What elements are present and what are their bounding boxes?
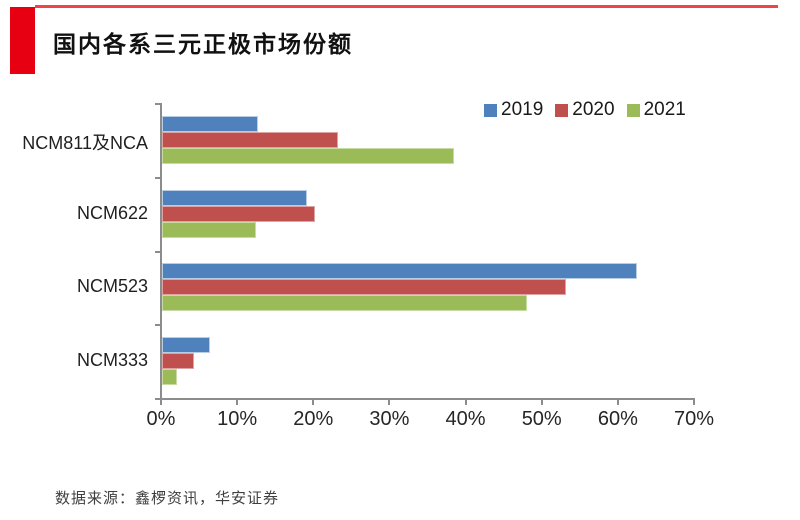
x-axis-tick xyxy=(388,400,391,405)
legend-label: 2020 xyxy=(572,99,615,120)
legend-label: 2019 xyxy=(501,99,544,120)
legend-swatch-2020 xyxy=(555,103,569,117)
y-axis-tick xyxy=(155,324,160,327)
plot-area xyxy=(160,103,695,400)
y-axis-tick xyxy=(155,398,160,400)
legend-swatch-2019 xyxy=(484,103,497,117)
y-axis-tick xyxy=(155,176,160,179)
bar-2021-NCM811及NCA xyxy=(162,147,455,164)
category-label: NCM523 xyxy=(76,276,148,297)
x-axis-tick-label: 0% xyxy=(146,408,176,430)
bar-2020-NCM523 xyxy=(162,279,566,296)
bar-2020-NCM622 xyxy=(162,205,316,222)
top-rule-line xyxy=(35,5,778,8)
legend-label: 2021 xyxy=(643,99,686,120)
bar-2021-NCM333 xyxy=(162,369,178,386)
bar-2021-NCM622 xyxy=(162,221,257,238)
bar-2019-NCM523 xyxy=(162,263,638,280)
chart-legend: 2019 2020 2021 xyxy=(484,99,686,121)
x-axis-tick-label: 10% xyxy=(217,408,258,430)
red-accent-block xyxy=(10,7,35,74)
bar-2021-NCM523 xyxy=(162,295,527,312)
x-axis-tick xyxy=(540,400,543,405)
category-label: NCM622 xyxy=(76,202,148,223)
x-axis-tick xyxy=(236,400,239,405)
x-axis-tick-label: 60% xyxy=(597,408,638,430)
x-axis-tick xyxy=(160,400,162,405)
x-axis-tick xyxy=(616,400,619,405)
data-source: 数据来源：鑫椤资讯，华安证券 xyxy=(55,491,280,507)
y-axis-tick xyxy=(155,250,160,253)
bar-2019-NCM333 xyxy=(162,337,210,354)
bar-2020-NCM333 xyxy=(162,353,194,370)
x-axis-tick-label: 30% xyxy=(369,408,410,430)
x-axis-tick xyxy=(464,400,467,405)
category-label: NCM811及NCA xyxy=(22,132,148,153)
category-label: NCM333 xyxy=(76,350,148,371)
chart-title: 国内各系三元正极市场份额 xyxy=(53,31,353,57)
x-axis-tick xyxy=(693,400,695,405)
x-axis-tick-label: 70% xyxy=(673,408,715,430)
legend-item-2021: 2021 xyxy=(626,99,686,121)
legend-item-2019: 2019 xyxy=(484,99,543,121)
x-axis-tick-label: 20% xyxy=(293,408,334,430)
y-axis-tick xyxy=(155,103,160,105)
legend-item-2020: 2020 xyxy=(555,99,615,121)
bar-2020-NCM811及NCA xyxy=(162,131,338,148)
x-axis-tick-label: 40% xyxy=(445,408,486,430)
x-axis-tick xyxy=(312,400,315,405)
bar-2019-NCM811及NCA xyxy=(162,115,258,132)
bar-2019-NCM622 xyxy=(162,189,308,206)
legend-swatch-2021 xyxy=(626,103,640,117)
x-axis-tick-label: 50% xyxy=(521,408,562,430)
